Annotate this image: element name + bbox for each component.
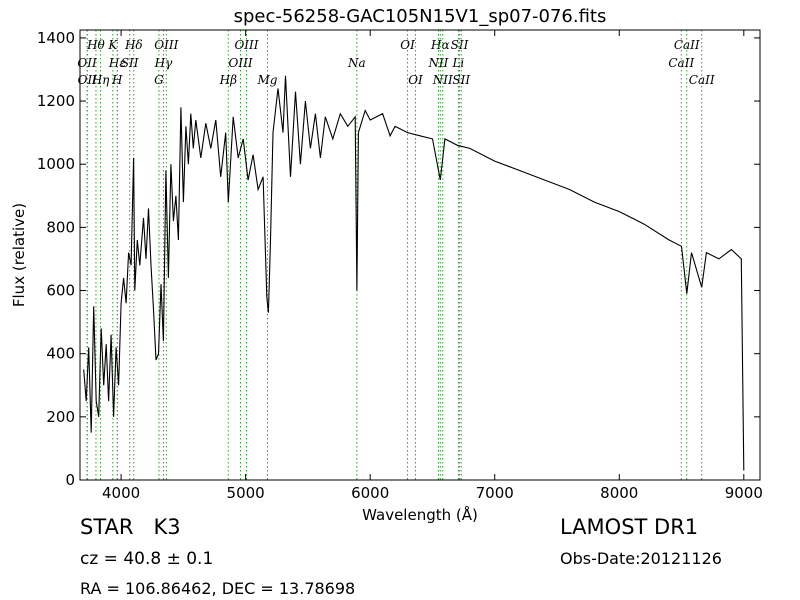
x-axis-label: Wavelength (Å) [362, 505, 478, 524]
spectral-line-label: Hθ [86, 38, 105, 52]
spectral-line-label: Hδ [124, 38, 143, 52]
spectral-line-label: CaII [674, 38, 700, 52]
spectral-line-label: Mg [256, 73, 277, 87]
y-tick-label: 600 [46, 282, 75, 300]
x-tick-label: 6000 [351, 484, 389, 502]
spectral-line-label: SII [121, 56, 139, 70]
x-tick-label: 9000 [725, 484, 763, 502]
spectral-line-label: NII [427, 56, 448, 70]
spectral-line-label: OI [408, 73, 423, 87]
spectral-line-label: Hβ [219, 73, 237, 87]
spectral-line-label: Li [451, 56, 464, 70]
spectral-line-label: Hα [430, 38, 450, 52]
y-tick-label: 200 [46, 408, 75, 426]
spectral-line-label: Na [347, 56, 366, 70]
y-axis-label: Flux (relative) [10, 203, 28, 307]
spectral-line-label: OIII [229, 56, 253, 70]
spectral-line-label: Hγ [154, 56, 173, 70]
y-tick-label: 0 [65, 471, 75, 489]
object-class: STAR K3 [80, 515, 181, 539]
y-tick-label: 1200 [37, 92, 75, 110]
y-tick-label: 800 [46, 218, 75, 236]
x-tick-label: 4000 [102, 484, 140, 502]
spectral-line-label: OII [78, 73, 98, 87]
spectral-line-label: OIII [154, 38, 178, 52]
redshift: cz = 40.8 ± 0.1 [80, 549, 213, 569]
obs-date: Obs-Date:20121126 [560, 549, 722, 568]
coordinates: RA = 106.86462, DEC = 13.78698 [80, 579, 355, 598]
y-tick-label: 1000 [37, 155, 75, 173]
y-tick-label: 400 [46, 345, 75, 363]
spectral-line-label: Hη [91, 73, 110, 87]
x-tick-label: 8000 [600, 484, 638, 502]
spectrum [83, 75, 745, 471]
spectral-line-label: SII [451, 38, 469, 52]
x-tick-label: 5000 [227, 484, 265, 502]
plot-frame [79, 29, 761, 481]
spectral-line-label: NII [432, 73, 453, 87]
survey: LAMOST DR1 [560, 515, 698, 539]
spectral-line-label: OI [400, 38, 415, 52]
spectral-line-label: SII [452, 73, 470, 87]
spectral-line-label: OIII [234, 38, 258, 52]
spectral-line-label: H [111, 73, 123, 87]
spectral-line-label: G [154, 73, 164, 87]
x-tick-label: 7000 [476, 484, 514, 502]
spectral-line-label: CaII [689, 73, 715, 87]
chart-title: spec-56258-GAC105N15V1_sp07-076.fits [234, 6, 607, 27]
y-tick-label: 1400 [37, 29, 75, 47]
spectral-line-label: CaII [668, 56, 694, 70]
spectral-line-label: K [107, 38, 118, 52]
